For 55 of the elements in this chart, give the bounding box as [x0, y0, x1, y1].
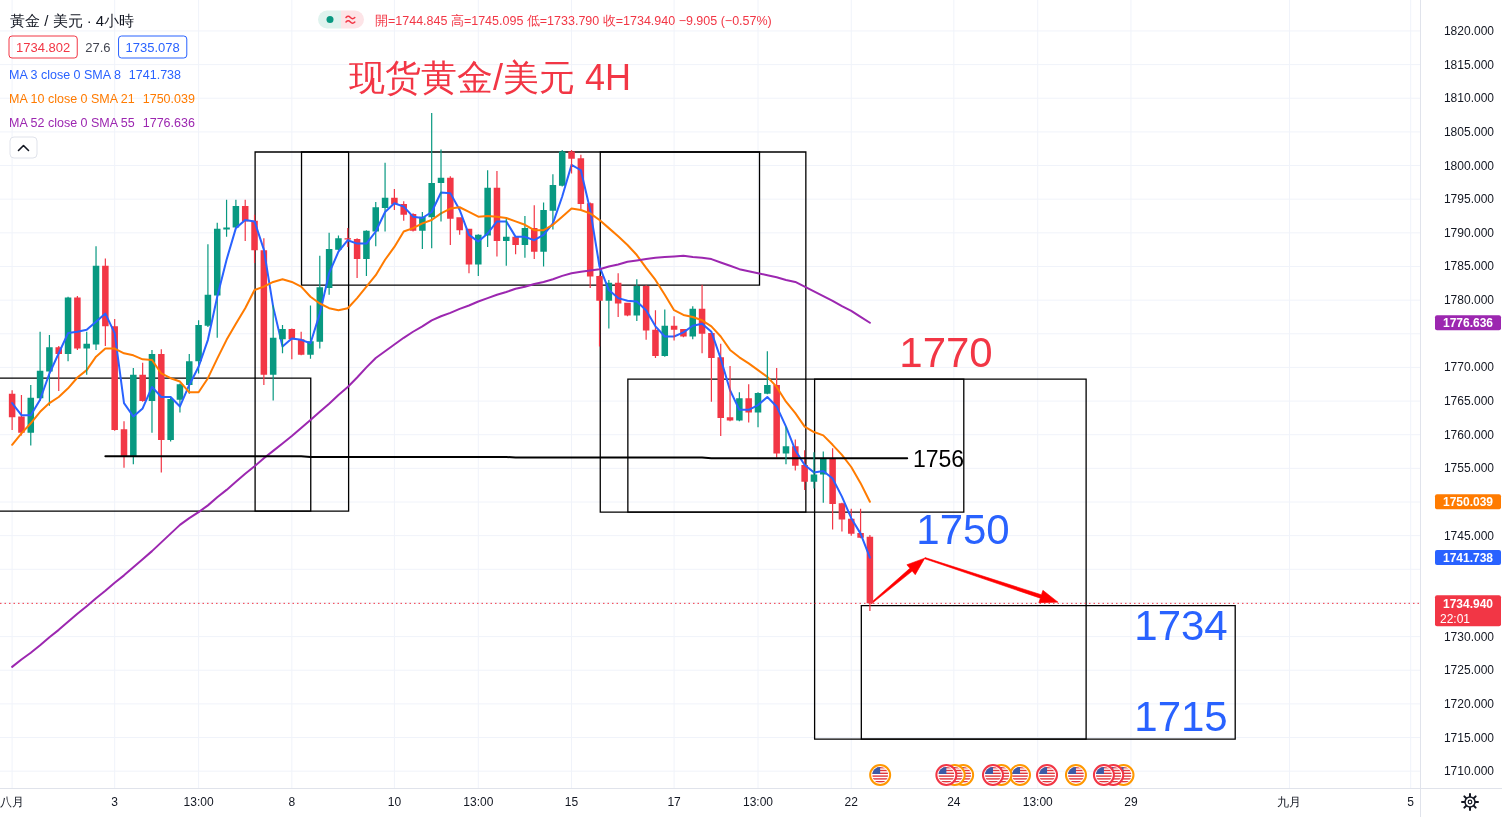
- annotation: 開=1744.845 高=1745.095 低=1733.790 收=1734.940 −9.905 (−0.57%): [375, 13, 772, 28]
- x-tick-label: 29: [1124, 795, 1138, 809]
- annotation: 27.6: [85, 40, 111, 55]
- annotation: 1741.738: [128, 68, 182, 82]
- y-tick-label: 1720.000: [1443, 696, 1495, 711]
- y-tick-label: 1810.000: [1443, 91, 1495, 106]
- text: MA 52 close 0 SMA 55: [9, 116, 135, 130]
- y-tick-label: 1815.000: [1443, 57, 1495, 72]
- x-tick-label: 13:00: [183, 795, 214, 809]
- y-tick-label: 1730.000: [1443, 629, 1495, 644]
- y-tick-label: 1795.000: [1443, 192, 1495, 207]
- annotation: 1734.802: [16, 40, 71, 55]
- x-tick-label: 22: [844, 795, 859, 809]
- x-tick-label: 5: [1407, 795, 1415, 809]
- y-tick-label: 1765.000: [1443, 394, 1495, 409]
- text: 1776.636: [1442, 316, 1494, 331]
- y-tick-label: 1725.000: [1443, 663, 1495, 678]
- y-tick-label: 1790.000: [1443, 225, 1495, 240]
- x-tick-label: 10: [387, 795, 402, 809]
- x-tick-label: 15: [564, 795, 579, 809]
- annotation: 1735.078: [125, 40, 180, 55]
- x-tick-label: 13:00: [743, 795, 774, 809]
- annotation: 1770: [899, 328, 993, 376]
- y-tick-label: 1760.000: [1443, 427, 1495, 442]
- x-tick-label: 3: [111, 795, 119, 809]
- y-tick-label: 1710.000: [1443, 764, 1495, 779]
- x-tick-label: 24: [947, 795, 961, 809]
- x-tick-label: 九月: [1277, 795, 1302, 809]
- x-tick-label: 13:00: [1022, 795, 1054, 809]
- y-tick-label: 1805.000: [1443, 124, 1495, 139]
- annotation: 1715: [1134, 692, 1228, 740]
- x-tick-label: 13:00: [463, 795, 494, 809]
- y-tick-label: 1820.000: [1443, 23, 1495, 38]
- y-tick-label: 1785.000: [1443, 259, 1495, 274]
- candlestick: [204, 244, 212, 328]
- annotation: 1750.039: [142, 92, 195, 106]
- y-tick-label: 1800.000: [1443, 158, 1495, 173]
- ref-line-label: 1734.940: [1442, 596, 1494, 611]
- x-tick-label: 17: [667, 795, 682, 809]
- text: 22:01: [1440, 611, 1471, 626]
- text: MA 3 close 0 SMA 8: [9, 68, 121, 82]
- x-tick-label: 八月: [0, 795, 25, 809]
- y-tick-label: 1745.000: [1443, 528, 1495, 543]
- text: 现货黄金/美元 4H: [348, 57, 632, 98]
- text: MA 10 close 0 SMA 21: [9, 92, 135, 106]
- y-tick-label: 1780.000: [1443, 293, 1495, 308]
- x-tick-label: 8: [288, 795, 296, 809]
- y-tick-label: 1755.000: [1443, 461, 1495, 476]
- text: 1750.039: [1442, 495, 1494, 510]
- y-tick-label: 1715.000: [1443, 730, 1495, 745]
- text: 黃金 / 美元 · 4小時: [10, 12, 135, 29]
- annotation: 1776.636: [142, 116, 195, 130]
- text: 1741.738: [1442, 551, 1494, 566]
- annotation: 1734: [1134, 601, 1228, 649]
- y-tick-label: 1770.000: [1443, 360, 1495, 375]
